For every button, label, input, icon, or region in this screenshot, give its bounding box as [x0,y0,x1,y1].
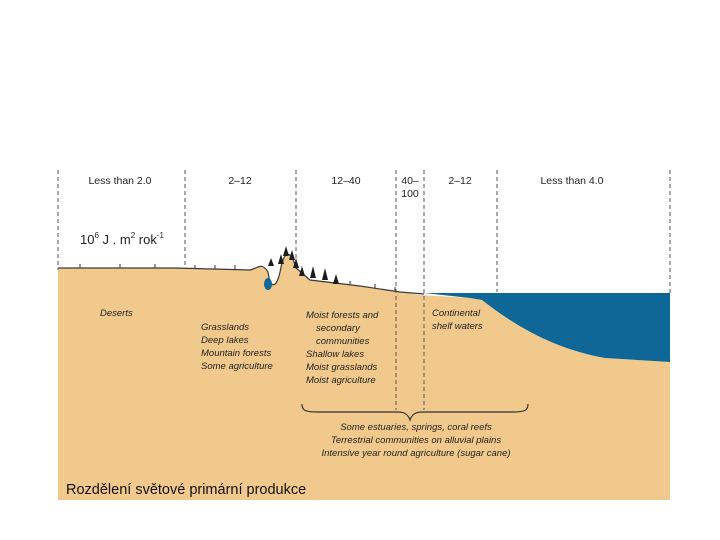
land-area [58,254,670,500]
grass-tufts [79,264,396,291]
sea-area [424,293,670,362]
svg-text:Moist forests and: Moist forests and [306,310,379,321]
zone-label-4a: 40– [401,175,419,187]
svg-text:Grasslands: Grasslands [201,322,249,333]
region-moist: Moist forests and secondary communities … [306,310,379,386]
svg-text:shelf waters: shelf waters [432,321,483,332]
land-surface-line [58,253,425,295]
zone-label-2: 2–12 [228,175,252,187]
svg-text:Some estuaries, springs, coral: Some estuaries, springs, coral reefs [340,422,492,433]
forest-trees [268,246,339,284]
zone-label-6: Less than 4.0 [540,175,603,187]
svg-text:secondary: secondary [316,323,361,334]
svg-text:Some agriculture: Some agriculture [201,361,273,372]
zone-label-5: 2–12 [448,175,472,187]
svg-text:Mountain forests: Mountain forests [201,348,271,359]
unit-label: 106 J . m2 rok-1 [80,231,164,247]
svg-text:Moist grasslands: Moist grasslands [306,362,378,373]
zone-label-1: Less than 2.0 [88,175,151,187]
diagram-caption: Rozdělení světové primární produkce [66,482,306,498]
svg-text:Shallow lakes: Shallow lakes [306,349,364,360]
estuaries-brace [301,403,529,422]
region-estuaries: Some estuaries, springs, coral reefs Ter… [321,422,510,459]
svg-text:communities: communities [316,336,370,347]
svg-text:Moist agriculture: Moist agriculture [306,375,376,386]
region-shelf: Continental shelf waters [432,308,483,332]
zone-label-4b: 100 [401,188,419,200]
svg-text:Terrestrial communities on all: Terrestrial communities on alluvial plai… [331,435,501,446]
region-grasslands: Grasslands Deep lakes Mountain forests S… [201,322,273,372]
zone-label-3: 12–40 [331,175,360,187]
svg-text:Intensive year round agricultu: Intensive year round agriculture (sugar … [321,448,510,459]
svg-text:Deep lakes: Deep lakes [201,335,249,346]
small-lake [264,278,272,290]
svg-text:Continental: Continental [432,308,481,319]
region-deserts: Deserts [100,308,133,319]
zone-dividers [57,170,671,410]
